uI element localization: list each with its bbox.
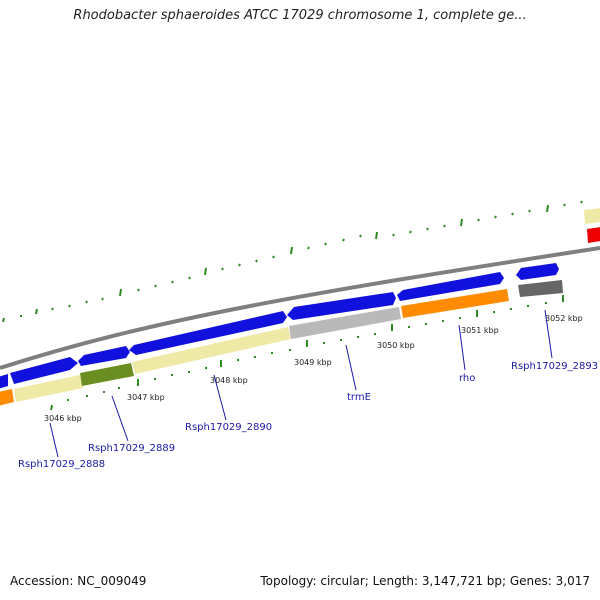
- kbp-label: 3046 kbp: [44, 414, 82, 423]
- accession-text: Accession: NC_009049: [10, 574, 147, 588]
- gene-label-rho: rho: [459, 373, 475, 384]
- kbp-label: 3047 kbp: [127, 393, 165, 402]
- inner-tick-ring: [50, 295, 564, 411]
- map-title: Rhodobacter sphaeroides ATCC 17029 chrom…: [73, 8, 527, 23]
- gene-label-rsph17029-2888: Rsph17029_2888: [18, 459, 105, 470]
- gene-pale-2: [132, 327, 291, 374]
- gene-label-rsph17029-2890: Rsph17029_2890: [185, 422, 272, 433]
- gene-forward-2: [10, 357, 78, 384]
- kbp-label: 3048 kbp: [210, 376, 248, 385]
- forward-strand-genes[interactable]: [0, 263, 559, 389]
- kbp-label: 3050 kbp: [377, 341, 415, 350]
- reverse-strand-genes[interactable]: [0, 208, 600, 406]
- genome-summary-text: Topology: circular; Length: 3,147,721 bp…: [260, 574, 590, 588]
- gene-forward-3: [78, 346, 130, 366]
- kbp-label: 3052 kbp: [545, 314, 583, 323]
- gene-label-trme: trmE: [347, 392, 371, 403]
- gene-forward-5: [287, 292, 396, 320]
- gene-forward-6: [397, 272, 504, 301]
- gene-forward-4: [129, 311, 287, 355]
- gene-gray: [289, 307, 401, 339]
- chromosome-backbone: [0, 246, 600, 370]
- gene-red-top: [587, 227, 600, 243]
- gene-dark-gray: [518, 280, 563, 297]
- kbp-axis-labels: 3046 kbp 3047 kbp 3048 kbp 3049 kbp 3050…: [44, 314, 583, 423]
- gene-label-rsph17029-2893: Rsph17029_2893: [511, 361, 598, 372]
- gene-forward-7: [516, 263, 559, 280]
- gene-olive: [80, 363, 134, 386]
- gene-pale-1: [14, 375, 83, 402]
- gene-orange: [401, 289, 509, 318]
- gene-labels[interactable]: Rsph17029_2888 Rsph17029_2889 Rsph17029_…: [18, 361, 598, 470]
- gene-orange-left: [0, 389, 14, 406]
- gene-label-leaders: [49, 309, 553, 458]
- gene-forward-1: [0, 374, 8, 389]
- gene-pale-top: [584, 208, 600, 224]
- kbp-label: 3049 kbp: [294, 358, 332, 367]
- gene-label-rsph17029-2889: Rsph17029_2889: [88, 443, 175, 454]
- kbp-label: 3051 kbp: [461, 326, 499, 335]
- outer-tick-ring: [2, 200, 583, 323]
